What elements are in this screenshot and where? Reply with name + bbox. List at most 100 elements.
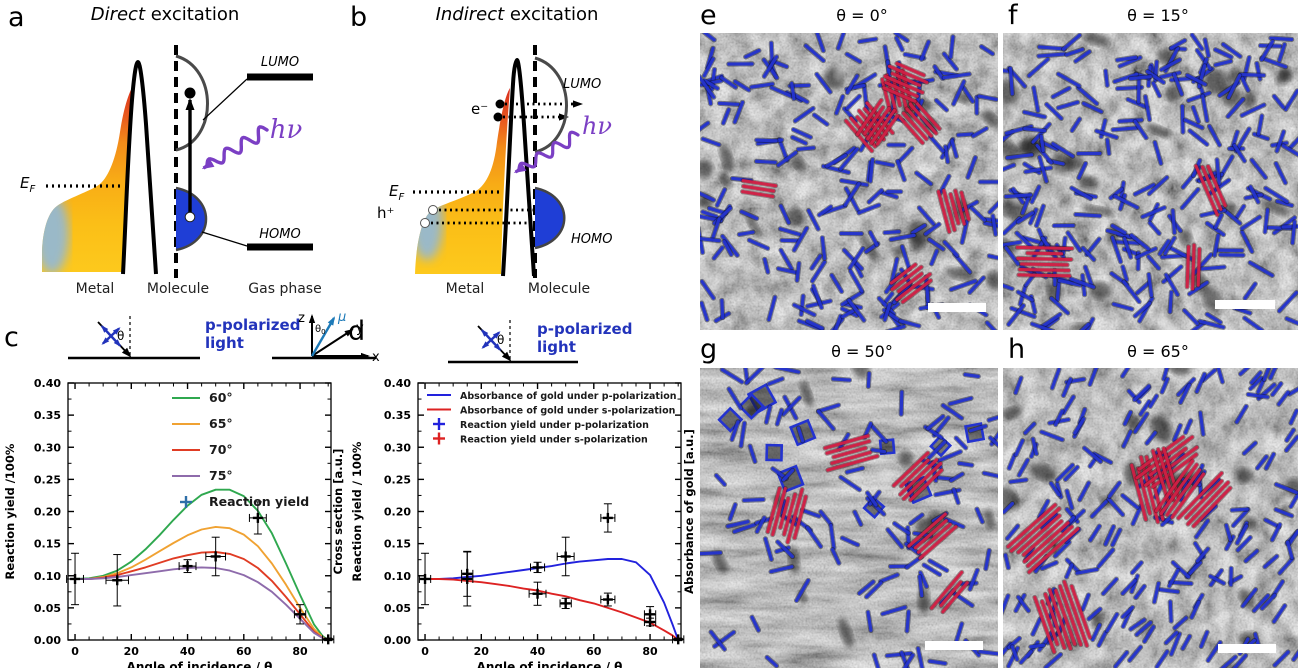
panel-g: g θ = 50° [690, 336, 1000, 668]
panel-f-title: θ = 15° [1127, 6, 1189, 25]
left-y-axis-title: Reaction yield /100% [3, 443, 17, 579]
scale-bar [1215, 300, 1275, 309]
svg-text:0: 0 [421, 645, 429, 658]
panel-a-title-rest: excitation [145, 4, 240, 25]
svg-text:0.10: 0.10 [384, 570, 411, 583]
light-label: light [205, 334, 244, 352]
panel-h-title: θ = 65° [1127, 342, 1189, 361]
stm-image-theta-65 [1003, 368, 1298, 668]
svg-text:0.05: 0.05 [384, 602, 411, 615]
panel-b-title-rest: excitation [504, 4, 599, 25]
p-polarized-label: p-polarized [205, 316, 300, 334]
indirect-excitation-diagram: e⁻ EFh⁺ LUMO HOMO hν Metal Molecule [377, 45, 612, 297]
lumo-label: LUMO [261, 55, 299, 70]
panel-a: a Direct excitation EF hν LUMO HOMO Metal Mol… [0, 0, 345, 310]
scatter-Reaction yield under s-polarization [418, 550, 657, 628]
stm-image-theta-50 [700, 368, 998, 668]
svg-text:0.05: 0.05 [34, 602, 61, 615]
fermi-level-label: EF [389, 182, 404, 203]
right-y-axis-title: Absorbance of gold [a.u.] [682, 429, 696, 594]
curve-70° [75, 551, 329, 641]
theta0-label: θ0 [315, 324, 326, 336]
red-rods [765, 433, 970, 615]
panel-d: d θ p-polarized light 0 20 40 60 80 0.00 0.05 0.10… [345, 310, 697, 668]
blue-rods [700, 33, 998, 330]
electron-label: e⁻ [471, 100, 488, 118]
svg-text:Reaction yield under p-polariz: Reaction yield under p-polarization [460, 420, 649, 431]
svg-text:Reaction yield: Reaction yield [209, 494, 309, 509]
metal-label: Metal [76, 281, 115, 297]
svg-text:60°: 60° [209, 390, 233, 405]
curve-Absorbance of gold under s-polarization [425, 578, 679, 641]
panel-a-title: Direct excitation [91, 4, 240, 25]
svg-text:80: 80 [292, 645, 308, 658]
scale-bar [928, 303, 986, 312]
svg-text:0.40: 0.40 [384, 377, 411, 390]
lumo-label: LUMO [563, 77, 601, 92]
light-label: light [537, 338, 576, 356]
panel-e-label: e [700, 0, 717, 31]
red-rods [1014, 163, 1228, 292]
panel-b-title-italic: Indirect [435, 4, 505, 25]
svg-text:20: 20 [124, 645, 140, 658]
homo-distribution [534, 186, 566, 250]
svg-text:0.15: 0.15 [384, 538, 411, 551]
hole-label: h⁺ [377, 204, 394, 222]
svg-text:0.25: 0.25 [34, 473, 61, 486]
direct-excitation-diagram: EF hν LUMO HOMO Metal Molecule Gas phase [20, 45, 322, 297]
potential-barrier [501, 57, 536, 277]
panel-b-label: b [350, 2, 368, 33]
panel-h-label: h [1008, 334, 1026, 365]
svg-text:0.30: 0.30 [34, 441, 61, 454]
theta-label: θ [497, 333, 504, 347]
scale-bar [1218, 644, 1276, 653]
panel-b-title: Indirect excitation [436, 4, 599, 25]
svg-text:Reaction yield under s-polariz: Reaction yield under s-polarization [460, 435, 648, 446]
plot-frame [67, 382, 332, 641]
blue-rods [1003, 33, 1298, 330]
homo-label: HOMO [571, 232, 612, 247]
stm-image [1003, 33, 1298, 330]
scale-bar [925, 641, 983, 650]
fermi-level-label: EF [20, 174, 35, 195]
svg-text:0.20: 0.20 [34, 506, 61, 519]
left-y-axis-title: Reaction yield / 100% [350, 441, 364, 581]
hole [184, 211, 196, 223]
svg-text:75°: 75° [209, 468, 233, 483]
excited-electron [184, 87, 196, 99]
panel-c-label: c [4, 322, 19, 353]
panel-e: e θ = 0° [690, 0, 1000, 334]
panel-c: c θ p-polarized light x z y μ θ0 0 20 40 60 80 0.00 0.… [0, 310, 380, 668]
svg-text:0.30: 0.30 [384, 441, 411, 454]
red-rods [739, 60, 972, 305]
svg-text:60: 60 [586, 645, 602, 658]
panel-e-title: θ = 0° [836, 6, 888, 25]
legend: 60° 65° 70° 75° Reaction yield [172, 390, 309, 509]
panel-h: h θ = 65° [1000, 336, 1306, 668]
x-axis-title: Angle of incidence / θ [127, 660, 273, 668]
red-rods [1005, 434, 1233, 655]
stm-image [1003, 368, 1298, 668]
panel-d-label: d [348, 316, 366, 347]
svg-text:40: 40 [530, 645, 546, 658]
svg-text:0.15: 0.15 [34, 538, 61, 551]
curve-65° [75, 525, 329, 641]
curve-60° [74, 488, 329, 641]
svg-text:Absorbance of gold under p-pol: Absorbance of gold under p-polarization [460, 391, 677, 402]
axes: 0 20 40 60 80 0.00 0.05 0.10 0.15 0.20 0.25 0.30 0.3… [384, 377, 681, 658]
svg-text:0.00: 0.00 [384, 634, 411, 647]
homo-label: HOMO [259, 227, 300, 242]
metal-label: Metal [446, 281, 485, 297]
molecule-label: Molecule [147, 281, 209, 297]
stm-image-theta-0 [700, 33, 998, 330]
panel-b: b Indirect excitation e⁻ EF h⁺ LUMO HOMO hν Me… [345, 0, 690, 310]
svg-text:0.00: 0.00 [34, 634, 61, 647]
svg-text:0: 0 [71, 645, 79, 658]
theta-label: θ [117, 329, 124, 343]
right-y-axis-title: Cross section [a.u.] [331, 449, 345, 575]
mu-label: μ [337, 310, 346, 325]
